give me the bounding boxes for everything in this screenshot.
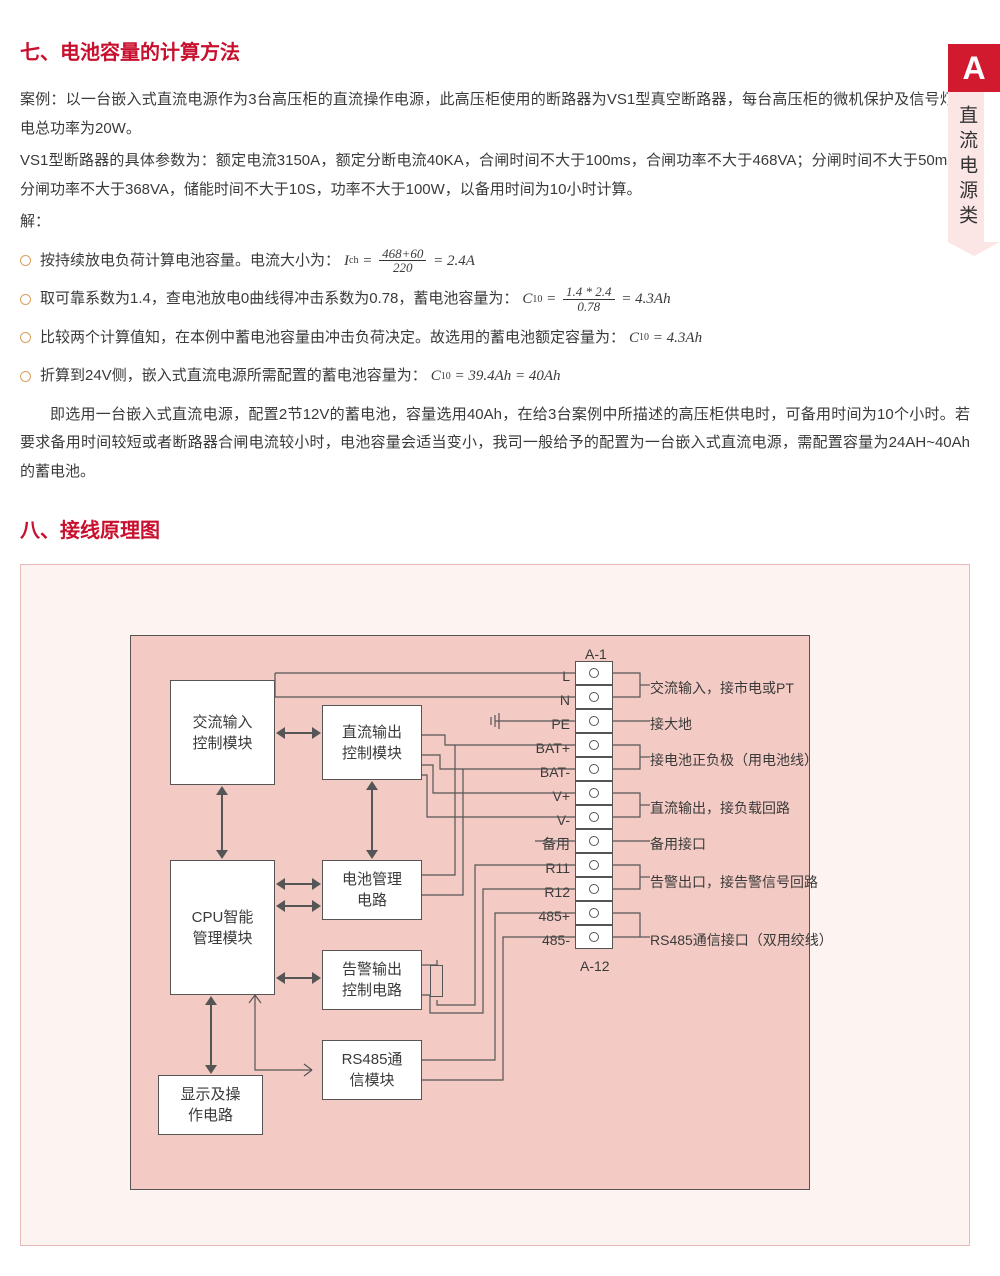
resistor-icon xyxy=(430,965,443,997)
arrow-icon xyxy=(285,732,312,734)
pin-label: L xyxy=(515,663,570,690)
arrow-icon xyxy=(285,977,312,979)
pin-label: BAT+ xyxy=(515,735,570,762)
ext-label: 告警出口，接告警信号回路 xyxy=(650,869,818,896)
bullet-1-text: 按持续放电负荷计算电池容量。电流大小为： xyxy=(40,247,340,276)
arrow-icon xyxy=(221,795,223,850)
terminal-10 xyxy=(575,877,613,901)
ext-label: 交流输入，接市电或PT xyxy=(650,675,794,702)
solution-label: 解： xyxy=(20,208,970,237)
vs1-params: VS1型断路器的具体参数为：额定电流3150A，额定分断电流40KA，合闸时间不… xyxy=(20,147,970,204)
terminal-8 xyxy=(575,829,613,853)
terminal-bottom-label: A-12 xyxy=(580,953,610,980)
bullet-1-formula: Ich = 468+60220 = 2.4A xyxy=(344,247,475,276)
bullet-2-text: 取可靠系数为1.4，查电池放电0曲线得冲击系数为0.78，蓄电池容量为： xyxy=(40,285,518,314)
ext-label: 备用接口 xyxy=(650,831,706,858)
section7-title: 七、电池容量的计算方法 xyxy=(20,34,970,72)
pin-label: 备用 xyxy=(515,831,570,858)
side-tab-label: 直流电源类 xyxy=(948,92,984,242)
module-display: 显示及操作电路 xyxy=(158,1075,263,1135)
bullet-4-text: 折算到24V侧，嵌入式直流电源所需配置的蓄电池容量为： xyxy=(40,362,427,391)
bullet-2-formula: C10 = 1.4 * 2.40.78 = 4.3Ah xyxy=(522,285,670,314)
bullet-4: 折算到24V侧，嵌入式直流电源所需配置的蓄电池容量为： C10 = 39.4Ah… xyxy=(20,362,970,391)
ext-label: 接大地 xyxy=(650,711,692,738)
bullet-icon xyxy=(20,294,31,305)
arrow-icon xyxy=(285,905,312,907)
pin-label: 485- xyxy=(515,927,570,954)
arrow-icon xyxy=(210,1005,212,1065)
terminal-6 xyxy=(575,781,613,805)
pin-label: PE xyxy=(515,711,570,738)
module-alarm: 告警输出控制电路 xyxy=(322,950,422,1010)
module-rs485: RS485通信模块 xyxy=(322,1040,422,1100)
side-tab-letter: A xyxy=(948,44,1000,92)
terminal-2 xyxy=(575,685,613,709)
bullet-icon xyxy=(20,371,31,382)
section7-body: 案例：以一台嵌入式直流电源作为3台高压柜的直流操作电源，此高压柜使用的断路器为V… xyxy=(20,86,970,486)
arrow-icon xyxy=(371,790,373,850)
pin-label: R11 xyxy=(515,855,570,882)
bullet-icon xyxy=(20,332,31,343)
module-ac-input: 交流输入控制模块 xyxy=(170,680,275,785)
pin-label: R12 xyxy=(515,879,570,906)
side-tab-triangle xyxy=(948,242,1000,256)
terminal-3 xyxy=(575,709,613,733)
pin-label: V- xyxy=(515,807,570,834)
bullet-1: 按持续放电负荷计算电池容量。电流大小为： Ich = 468+60220 = 2… xyxy=(20,247,970,276)
bullet-3: 比较两个计算值知，在本例中蓄电池容量由冲击负荷决定。故选用的蓄电池额定容量为： … xyxy=(20,324,970,353)
terminal-7 xyxy=(575,805,613,829)
bullet-3-formula: C10 = 4.3Ah xyxy=(629,324,702,353)
module-dc-output: 直流输出控制模块 xyxy=(322,705,422,780)
terminal-11 xyxy=(575,901,613,925)
terminal-12 xyxy=(575,925,613,949)
ext-label: RS485通信接口（双用绞线） xyxy=(650,927,833,954)
pin-label: N xyxy=(515,687,570,714)
ext-label: 直流输出，接负载回路 xyxy=(650,795,790,822)
terminal-1 xyxy=(575,661,613,685)
module-cpu: CPU智能管理模块 xyxy=(170,860,275,995)
wiring-diagram: 交流输入控制模块 直流输出控制模块 CPU智能管理模块 电池管理电路 告警输出控… xyxy=(95,605,895,1205)
bullet-4-formula: C10 = 39.4Ah = 40Ah xyxy=(431,362,561,391)
module-batt-mgr: 电池管理电路 xyxy=(322,860,422,920)
conclusion: 即选用一台嵌入式直流电源，配置2节12V的蓄电池，容量选用40Ah，在给3台案例… xyxy=(20,401,970,487)
bullet-2: 取可靠系数为1.4，查电池放电0曲线得冲击系数为0.78，蓄电池容量为： C10… xyxy=(20,285,970,314)
ext-label: 接电池正负极（用电池线） xyxy=(650,747,818,774)
terminal-block xyxy=(575,661,613,949)
case-intro: 案例：以一台嵌入式直流电源作为3台高压柜的直流操作电源，此高压柜使用的断路器为V… xyxy=(20,86,970,143)
pin-label: 485+ xyxy=(515,903,570,930)
bullet-3-text: 比较两个计算值知，在本例中蓄电池容量由冲击负荷决定。故选用的蓄电池额定容量为： xyxy=(40,324,625,353)
terminal-5 xyxy=(575,757,613,781)
bullet-icon xyxy=(20,255,31,266)
pin-label: V+ xyxy=(515,783,570,810)
section8-title: 八、接线原理图 xyxy=(20,512,970,550)
pin-label: BAT- xyxy=(515,759,570,786)
wiring-diagram-frame: 交流输入控制模块 直流输出控制模块 CPU智能管理模块 电池管理电路 告警输出控… xyxy=(20,564,970,1246)
terminal-4 xyxy=(575,733,613,757)
terminal-9 xyxy=(575,853,613,877)
arrow-icon xyxy=(285,883,312,885)
side-tab: A 直流电源类 xyxy=(948,44,1000,256)
